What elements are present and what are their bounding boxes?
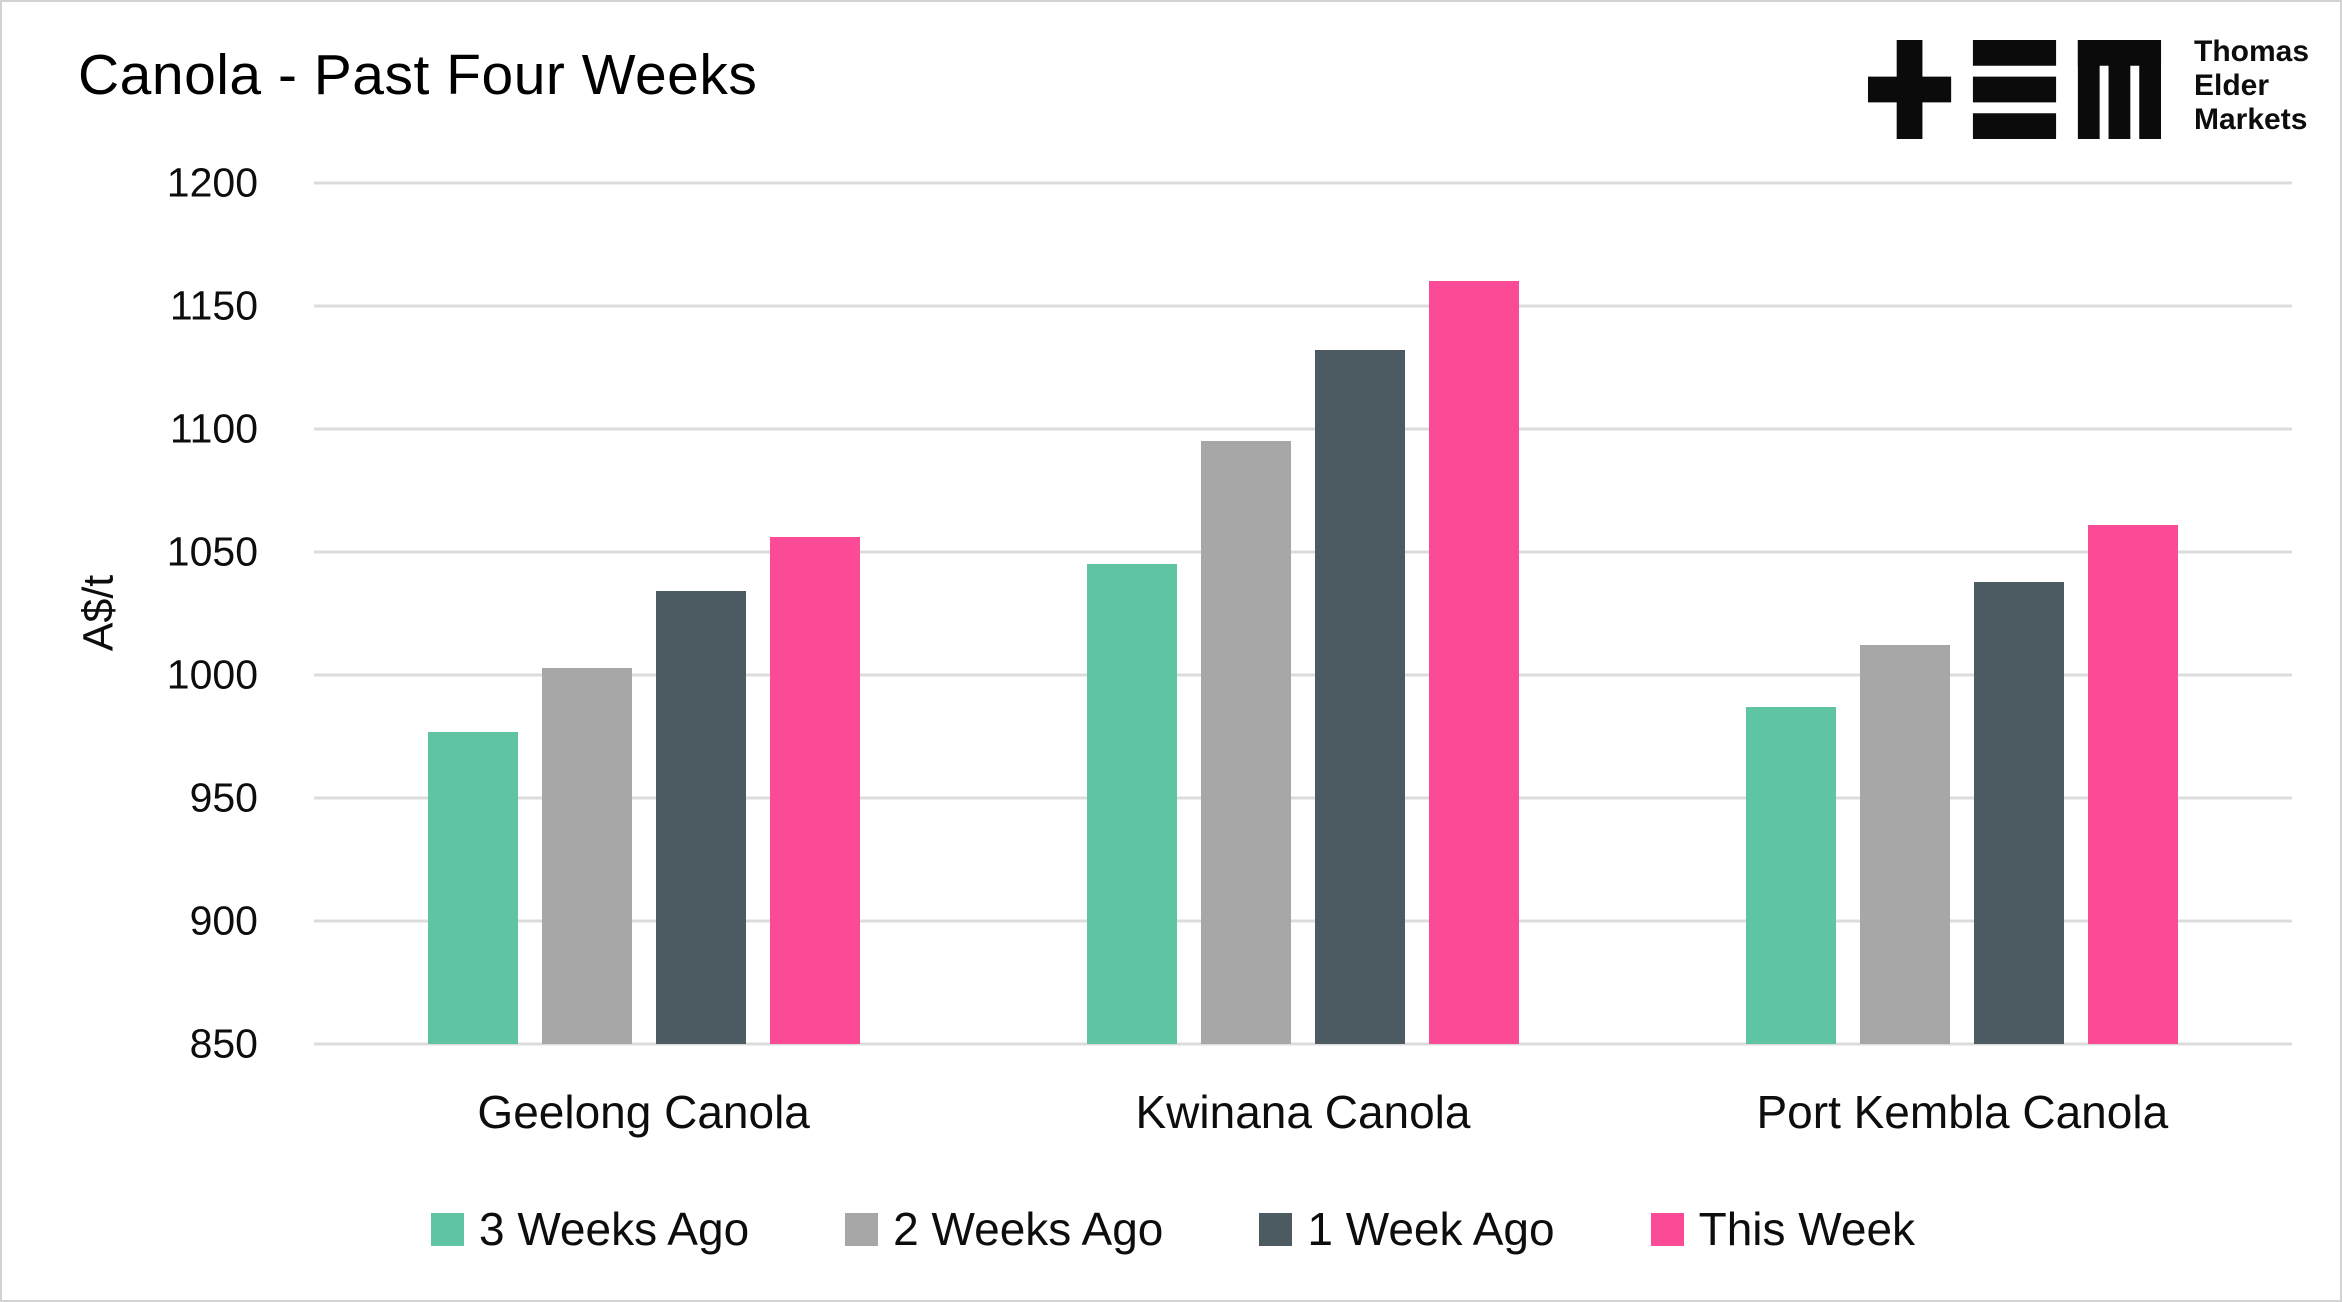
legend-item-2-weeks-ago: 2 Weeks Ago (845, 1202, 1163, 1256)
logo-line-elder: Elder (2194, 69, 2270, 102)
bar-1-week-ago-kwinana-canola (1314, 350, 1405, 1044)
bar-this-week-geelong-canola (769, 537, 860, 1044)
logo-line-thomas: Thomas (2194, 35, 2310, 68)
bar-group-port-kembla-canola (1633, 183, 2292, 1044)
y-tick-1100: 1100 (169, 405, 258, 452)
y-tick-1150: 1150 (169, 282, 258, 329)
x-label-port-kembla-canola: Port Kembla Canola (1756, 1086, 2169, 1138)
logo-line-markets: Markets (2194, 103, 2308, 136)
plot-area (314, 181, 2292, 1046)
gridline-1100 (314, 427, 2292, 431)
legend-item-1-week-ago: 1 Week Ago (1259, 1202, 1555, 1256)
bar-2-weeks-ago-geelong-canola (541, 667, 632, 1044)
y-tick-900: 900 (189, 897, 258, 944)
legend-swatch-3-weeks-ago (430, 1212, 464, 1246)
legend-swatch-this-week (1650, 1212, 1684, 1246)
gridline-850 (314, 1042, 2292, 1046)
bar-3-weeks-ago-geelong-canola (427, 731, 518, 1044)
bar-3-weeks-ago-kwinana-canola (1086, 564, 1177, 1044)
gridline-1000 (314, 673, 2292, 677)
y-tick-1000: 1000 (166, 651, 258, 698)
bar-group-kwinana-canola (973, 183, 1632, 1044)
chart-title: Canola - Past Four Weeks (78, 43, 758, 107)
x-axis-category-labels: Geelong Canola Kwinana Canola Port Kembla … (314, 1086, 2292, 1138)
gridline-1050 (314, 550, 2292, 554)
bar-2-weeks-ago-port-kembla-canola (1860, 645, 1951, 1044)
legend: 3 Weeks Ago 2 Weeks Ago 1 Week Ago This Wee… (2, 1196, 2340, 1262)
bars-layer (314, 183, 2292, 1044)
legend-label-2-weeks-ago: 2 Weeks Ago (893, 1203, 1164, 1255)
gridline-950 (314, 796, 2292, 800)
y-tick-850: 850 (189, 1020, 258, 1067)
gridline-900 (314, 919, 2292, 923)
y-tick-1050: 1050 (166, 528, 258, 575)
bar-this-week-port-kembla-canola (2088, 524, 2179, 1044)
bar-group-geelong-canola (314, 183, 973, 1044)
y-tick-1200: 1200 (166, 159, 258, 206)
bar-this-week-kwinana-canola (1428, 281, 1519, 1044)
bar-1-week-ago-port-kembla-canola (1974, 581, 2065, 1044)
bar-1-week-ago-geelong-canola (655, 591, 746, 1044)
tem-logo-wordmark: Thomas Elder Markets (2194, 35, 2309, 137)
legend-swatch-2-weeks-ago (845, 1212, 879, 1246)
gridline-1150 (314, 304, 2292, 308)
legend-swatch-1-week-ago (1259, 1212, 1293, 1246)
x-label-kwinana-canola: Kwinana Canola (1135, 1086, 1471, 1138)
legend-item-this-week: This Week (1650, 1202, 1916, 1256)
legend-label-this-week: This Week (1698, 1203, 1916, 1255)
tem-logo-icon (1867, 40, 2162, 139)
y-axis-tick-labels: 850 900 950 1000 1050 1100 1150 1200 (2, 160, 258, 1067)
legend-item-3-weeks-ago: 3 Weeks Ago (430, 1202, 750, 1256)
y-tick-950: 950 (189, 774, 258, 821)
legend-label-1-week-ago: 1 Week Ago (1307, 1203, 1555, 1255)
gridline-1200 (314, 181, 2292, 185)
x-label-geelong-canola: Geelong Canola (477, 1086, 810, 1138)
bar-2-weeks-ago-kwinana-canola (1200, 441, 1291, 1044)
bar-3-weeks-ago-port-kembla-canola (1746, 706, 1837, 1044)
legend-label-3-weeks-ago: 3 Weeks Ago (478, 1203, 750, 1255)
